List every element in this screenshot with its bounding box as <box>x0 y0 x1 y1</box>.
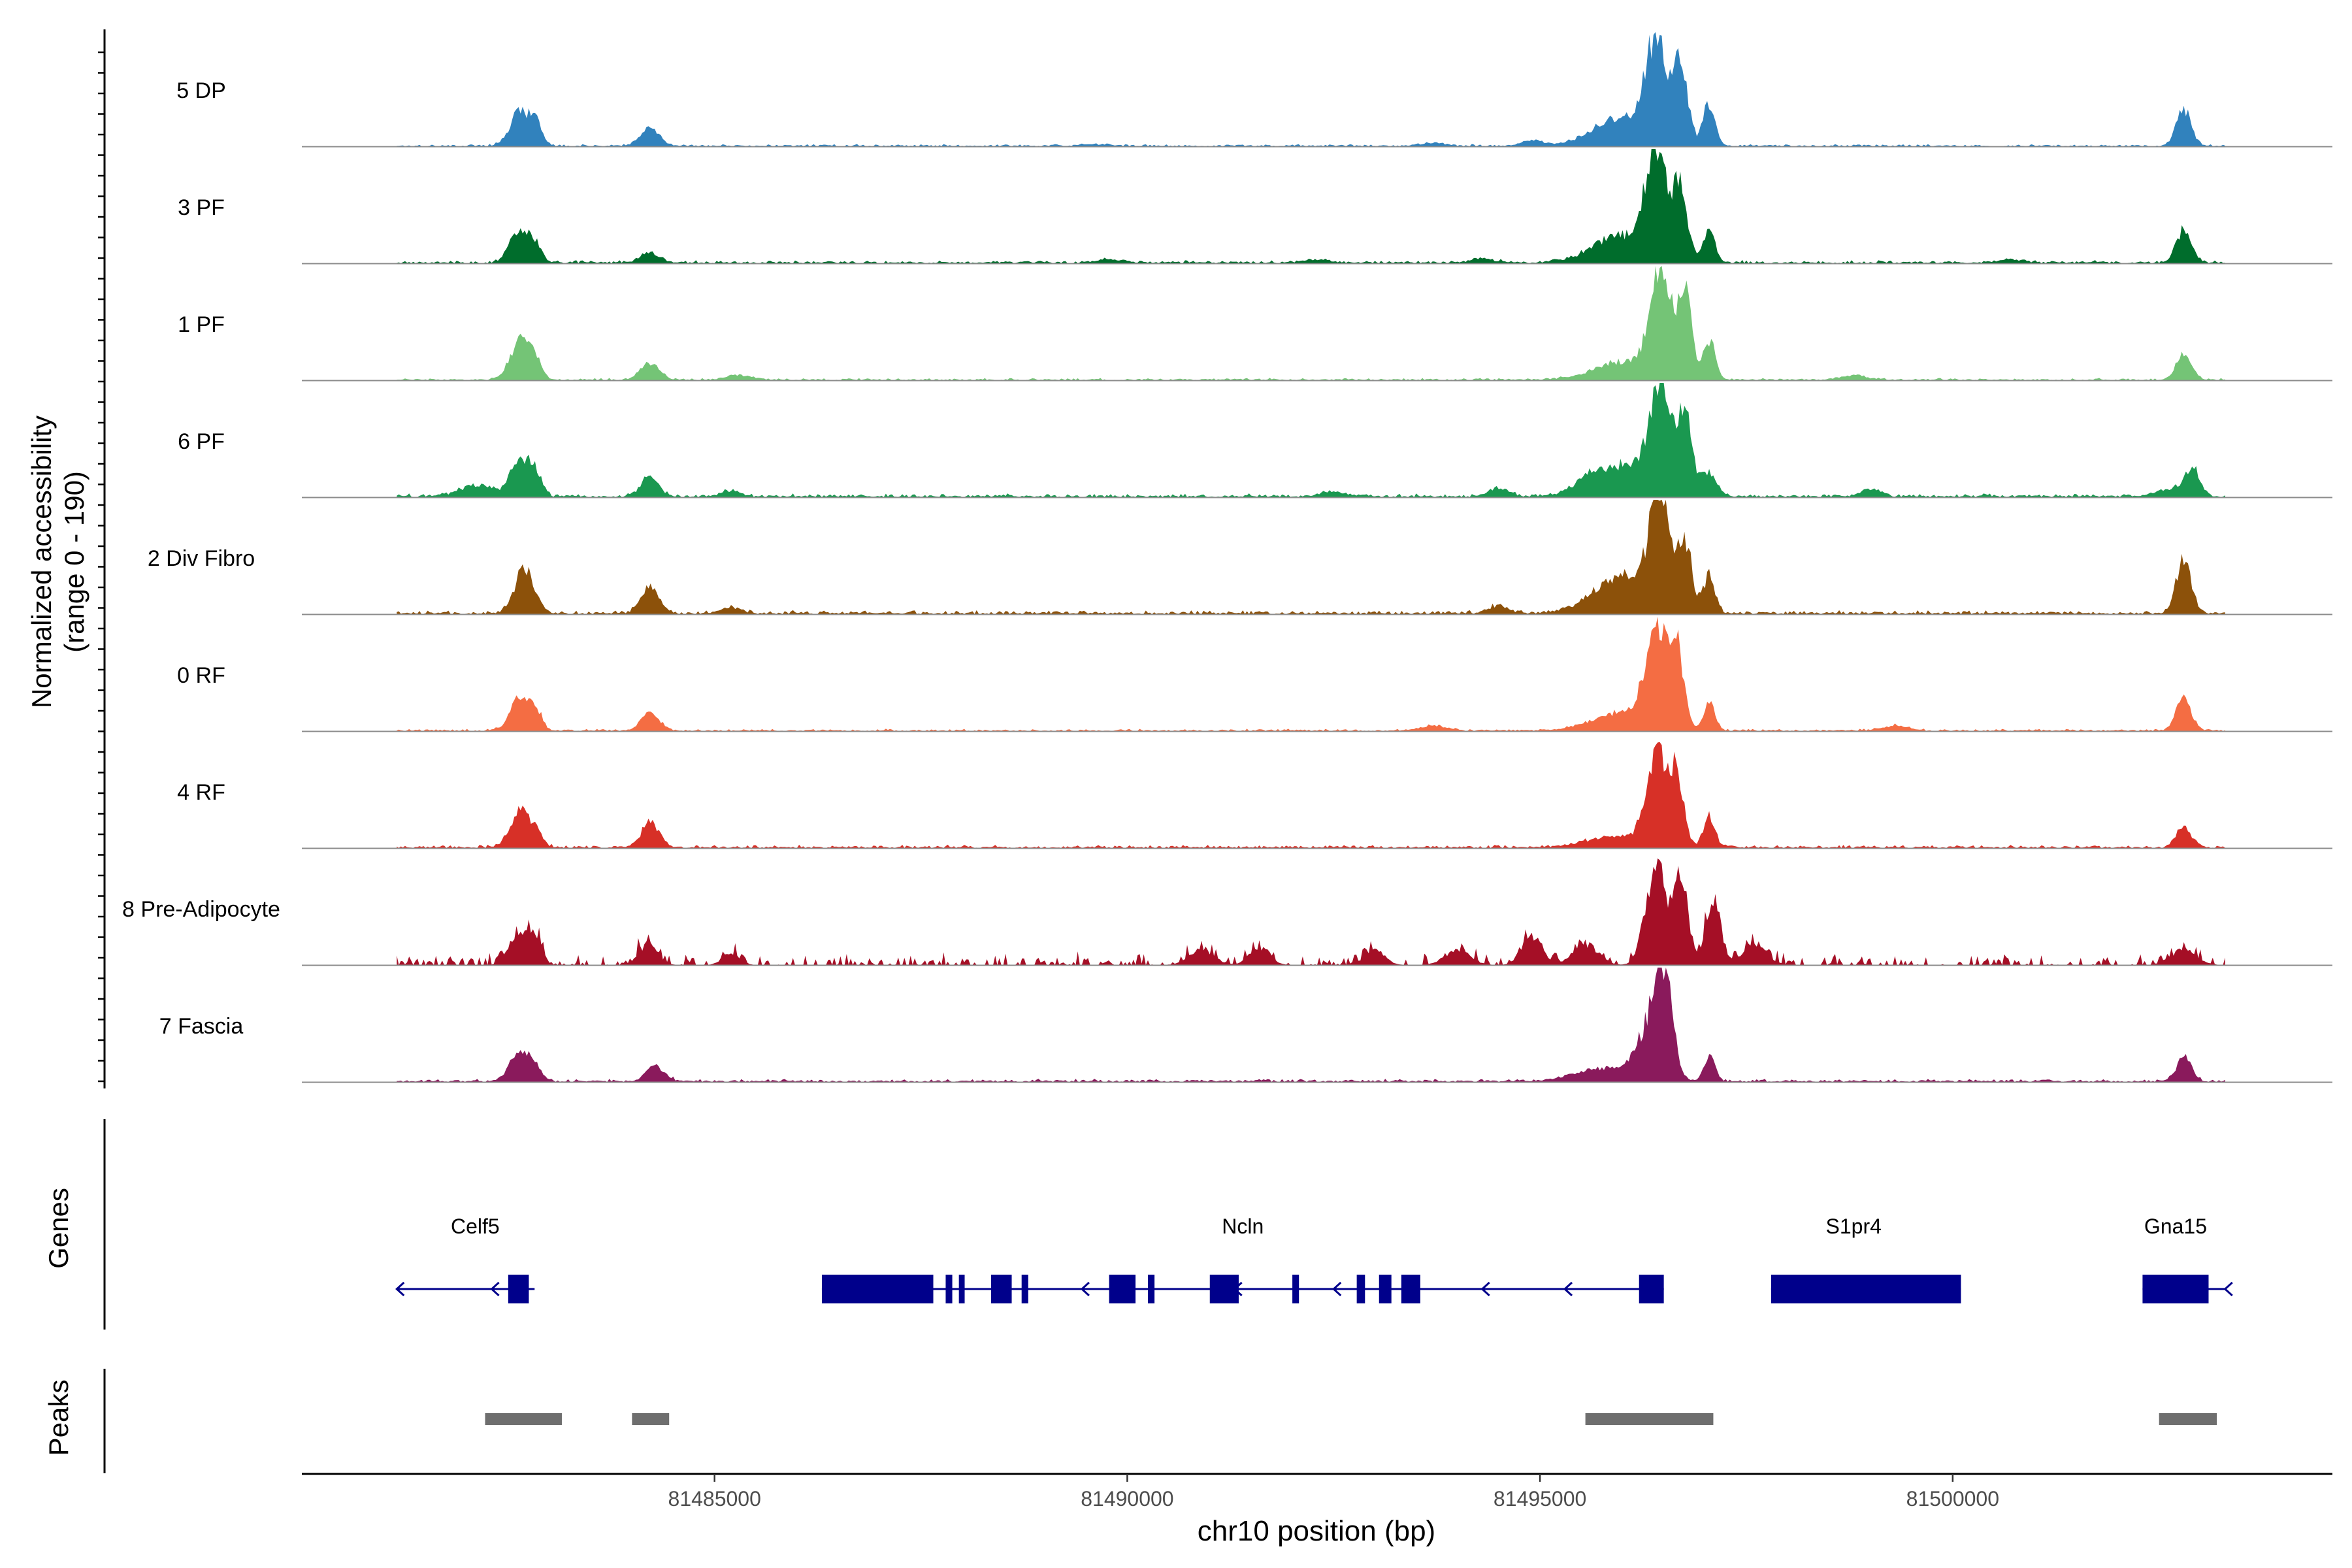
y-axis-label-line2: (range 0 - 190) <box>59 471 90 653</box>
gene-ncln-strand-arrow <box>1406 1281 1416 1297</box>
gene-celf5-strand-arrow <box>490 1281 500 1297</box>
gene-ncln-exon-5 <box>1021 1275 1028 1303</box>
gene-celf5: Celf5 <box>395 1215 535 1303</box>
peak-region-2 <box>632 1413 670 1425</box>
track-7-label: 4 RF <box>177 780 225 805</box>
peaks-panel-label: Peaks <box>43 1380 74 1456</box>
track-8-label: 8 Pre-Adipocyte <box>122 897 280 922</box>
gene-ncln-exon-13 <box>1639 1275 1664 1303</box>
gene-ncln-strand-arrow <box>1563 1281 1573 1297</box>
track-9-label: 7 Fascia <box>159 1014 244 1039</box>
gene-s1pr4-label: S1pr4 <box>1826 1215 1882 1238</box>
track-4-label: 6 PF <box>178 429 225 454</box>
track-1: 5 DP <box>176 32 2332 148</box>
gene-ncln-strand-arrow <box>1480 1281 1490 1297</box>
track-5: 2 Div Fibro <box>148 500 2332 615</box>
gene-ncln-strand-arrow <box>1332 1281 1342 1297</box>
track-2: 3 PF <box>178 149 2332 265</box>
gene-ncln-exon-9 <box>1292 1275 1299 1303</box>
gene-ncln-exon-4 <box>990 1275 1012 1303</box>
gene-ncln-exon-7 <box>1148 1275 1155 1303</box>
gene-ncln: Ncln <box>821 1215 1664 1303</box>
gene-ncln-strand-arrow <box>1080 1281 1090 1297</box>
x-tick-label: 81485000 <box>668 1487 761 1511</box>
gene-gna15-strand-arrow <box>2223 1281 2233 1297</box>
gene-ncln-label: Ncln <box>1222 1215 1264 1238</box>
gene-gna15-exon-1 <box>2142 1275 2209 1303</box>
peak-region-3 <box>1585 1413 1714 1425</box>
y-axis-label-line1: Normalized accessibility <box>26 416 57 708</box>
track-8: 8 Pre-Adipocyte <box>122 858 2332 966</box>
track-3: 1 PF <box>178 266 2332 382</box>
genes-panel-label: Genes <box>43 1188 74 1269</box>
track-6-label: 0 RF <box>177 663 225 688</box>
peaks-track <box>103 1369 2217 1473</box>
y-axis <box>98 29 106 1088</box>
track-7: 4 RF <box>177 742 2332 849</box>
track-5-label: 2 Div Fibro <box>148 546 255 571</box>
gene-s1pr4-exon-1 <box>1771 1275 1961 1303</box>
track-3-label: 1 PF <box>178 312 225 337</box>
gene-s1pr4: S1pr4 <box>1771 1215 1961 1303</box>
gene-gna15: Gna15 <box>2142 1215 2233 1303</box>
gene-gna15-label: Gna15 <box>2144 1215 2207 1238</box>
gene-annotation-track: Celf5 Ncln S1pr4 Gna15 <box>103 1119 2233 1330</box>
gene-celf5-strand-arrow <box>395 1281 405 1297</box>
gene-ncln-exon-3 <box>958 1275 965 1303</box>
track-9: 7 Fascia <box>159 968 2332 1083</box>
x-tick-label: 81500000 <box>1906 1487 1999 1511</box>
gene-ncln-exon-10 <box>1356 1275 1365 1303</box>
track-4: 6 PF <box>178 383 2332 498</box>
gene-ncln-exon-1 <box>821 1275 934 1303</box>
gene-ncln-exon-2 <box>945 1275 953 1303</box>
gene-ncln-exon-12 <box>1401 1275 1420 1303</box>
gene-ncln-strand-arrow <box>1233 1281 1243 1297</box>
x-axis: 81485000 81490000 81495000 81500000 <box>302 1473 2332 1511</box>
peak-region-4 <box>2159 1413 2217 1425</box>
gene-ncln-exon-11 <box>1379 1275 1392 1303</box>
x-axis-title: chr10 position (bp) <box>1198 1515 1435 1547</box>
track-1-label: 5 DP <box>176 78 226 103</box>
gene-celf5-exon-1 <box>508 1275 529 1303</box>
gene-ncln-exon-6 <box>1109 1275 1136 1303</box>
coverage-tracks: 5 DP 3 PF 1 PF 6 PF 2 Div Fibro 0 RF 4 RF 8 Pre… <box>122 32 2332 1083</box>
track-2-label: 3 PF <box>178 195 225 220</box>
peak-region-1 <box>485 1413 562 1425</box>
x-tick-label: 81490000 <box>1081 1487 1173 1511</box>
gene-celf5-label: Celf5 <box>451 1215 500 1238</box>
track-6: 0 RF <box>177 617 2332 732</box>
x-tick-label: 81495000 <box>1494 1487 1586 1511</box>
